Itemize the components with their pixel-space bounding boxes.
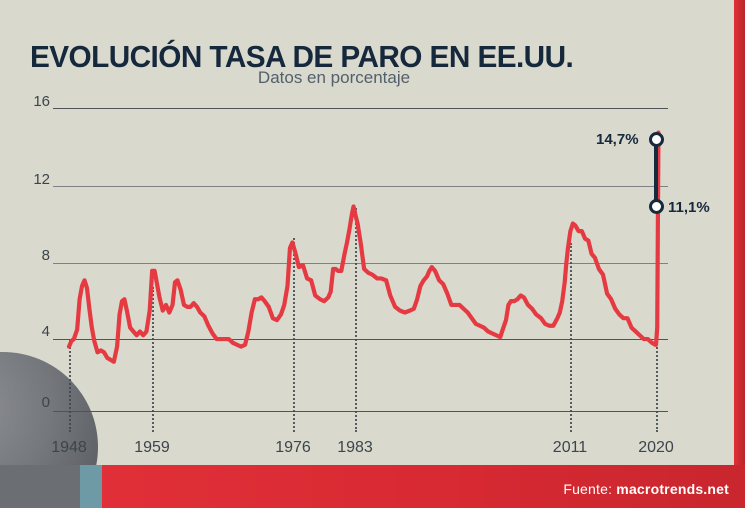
footer-teal-block xyxy=(80,465,102,508)
x-tick-line-1983 xyxy=(355,208,357,432)
y-tick-0: 0 xyxy=(41,394,50,411)
x-tick-1976: 1976 xyxy=(275,439,311,456)
y-tick-4: 4 xyxy=(41,323,50,340)
annotation-dot-peak[interactable] xyxy=(649,132,664,147)
gridline-12 xyxy=(53,186,668,187)
right-edge-accent xyxy=(734,0,745,465)
source-name: macrotrends.net xyxy=(616,481,729,497)
gridline-4 xyxy=(53,339,668,340)
y-tick-8: 8 xyxy=(41,247,50,264)
x-tick-1959: 1959 xyxy=(134,439,170,456)
page-title: EVOLUCIÓN TASA DE PARO EN EE.UU. xyxy=(30,38,574,74)
source-credit: Fuente: macrotrends.net xyxy=(563,481,729,497)
y-tick-16: 16 xyxy=(33,93,50,110)
annotation-connector xyxy=(654,140,658,208)
y-tick-12: 12 xyxy=(33,171,50,188)
gridline-8 xyxy=(53,263,668,264)
source-prefix: Fuente: xyxy=(563,481,613,497)
x-tick-2011: 2011 xyxy=(552,439,588,456)
x-tick-line-1976 xyxy=(293,238,295,432)
chart-plot-area: 16 12 8 4 0 1948 1959 1976 1983 2011 202… xyxy=(33,93,710,456)
annotation-label-current: 11,1% xyxy=(668,199,710,216)
x-tick-2020: 2020 xyxy=(638,439,674,456)
x-tick-1948: 1948 xyxy=(51,439,87,456)
footer-bar: Fuente: macrotrends.net xyxy=(0,465,745,508)
gridline-0 xyxy=(53,411,668,412)
page-subtitle: Datos en porcentaje xyxy=(257,68,411,87)
x-tick-1983: 1983 xyxy=(337,439,373,456)
x-tick-line-2020 xyxy=(656,340,658,432)
annotation-label-peak: 14,7% xyxy=(596,131,639,148)
x-tick-line-1959 xyxy=(152,287,154,432)
unemployment-line-series xyxy=(66,130,661,364)
footer-gray-block xyxy=(0,465,80,508)
annotation-dot-current[interactable] xyxy=(649,199,664,214)
x-tick-line-1948 xyxy=(69,340,71,432)
gridline-16 xyxy=(53,108,668,109)
x-tick-line-2011 xyxy=(570,243,572,432)
